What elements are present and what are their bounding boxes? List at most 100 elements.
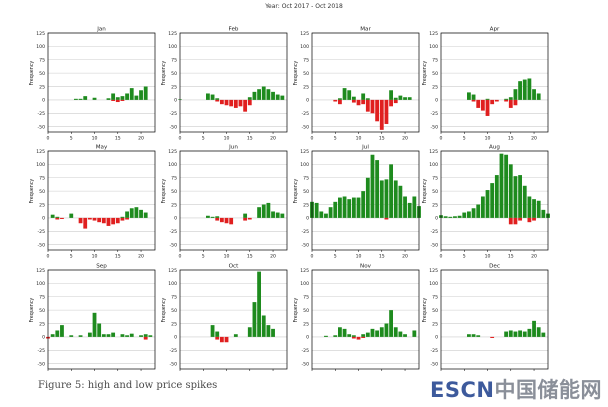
jun-bar-high-22 <box>280 213 285 218</box>
aug-bar-high-21 <box>536 200 541 218</box>
jun-ytick-label: 0 <box>174 216 177 222</box>
sep-bar-high-5 <box>69 335 74 337</box>
mar-xtick-label: 10 <box>356 136 362 142</box>
may-ytick-label: 125 <box>36 149 45 155</box>
mar-bar-high-21 <box>407 97 412 100</box>
jun-xtick-label: 20 <box>270 254 276 260</box>
aug-bar-high-10 <box>485 190 490 218</box>
jul-bar-high-11 <box>361 191 366 218</box>
jun-bar-low-15 <box>247 217 252 220</box>
jan-xtick-label: 20 <box>138 136 144 142</box>
mar-bar-high-19 <box>398 95 403 100</box>
aug-bar-high-4 <box>457 215 462 218</box>
jul-ytick-label: 100 <box>300 162 309 168</box>
may-bar-high-1 <box>50 214 55 218</box>
mar-ylabel: Frequency <box>293 61 299 86</box>
jul-ytick-label: -25 <box>301 229 309 235</box>
sep-bar-high-10 <box>92 312 97 337</box>
may-bar-high-17 <box>125 211 129 218</box>
feb-bar-low-9 <box>219 99 224 105</box>
aug-bar-high-15 <box>508 164 513 218</box>
sep-bar-low-21 <box>143 336 148 340</box>
dec-bar-high-8 <box>476 335 481 337</box>
sep-ytick-label: 75 <box>39 295 45 301</box>
mar-xtick-label: 0 <box>311 136 314 142</box>
mar-ytick-label: 75 <box>303 58 309 64</box>
jan-ylabel: Frequency <box>29 61 35 86</box>
dec-ytick-label: -50 <box>430 361 438 367</box>
aug-bar-high-12 <box>494 175 499 218</box>
jul-bar-high-13 <box>370 154 375 218</box>
oct-bar-high-7 <box>210 325 215 337</box>
may-ytick-label: 75 <box>39 176 45 182</box>
sep-ylabel: Frequency <box>29 298 35 323</box>
may-ytick-label: 100 <box>36 162 45 168</box>
jan-bar-low-15 <box>115 99 120 103</box>
apr-bar-high-16 <box>513 89 518 100</box>
watermark-latin: ESCN <box>430 378 495 402</box>
jul-xtick-label: 15 <box>379 254 385 260</box>
dec-bar-high-15 <box>508 330 513 337</box>
may-bar-low-2 <box>55 217 60 220</box>
nov-bar-high-18 <box>393 327 398 337</box>
mar-ytick-label: 25 <box>303 84 309 90</box>
may-ytick-label: -50 <box>37 242 45 248</box>
feb-bar-low-13 <box>238 99 243 107</box>
jan-bar-high-18 <box>129 88 134 100</box>
jun-bar-low-10 <box>224 217 229 224</box>
nov-title: Nov <box>360 264 372 270</box>
feb-ytick-label: 0 <box>174 98 177 104</box>
sep-bar-high-21 <box>143 334 148 337</box>
oct-bar-high-12 <box>233 334 238 337</box>
nov-bar-high-8 <box>347 334 352 337</box>
apr-bar-low-11 <box>490 99 495 105</box>
mar-ytick-label: 0 <box>306 98 309 104</box>
mar-bar-low-17 <box>389 99 393 107</box>
jan-bar-high-7 <box>78 98 83 100</box>
oct-bar-high-20 <box>271 328 275 337</box>
jun-bar-high-7 <box>210 216 215 218</box>
nov-bar-low-10 <box>356 336 361 340</box>
jan-bar-high-8 <box>83 96 88 100</box>
sep-bar-high-9 <box>87 332 92 337</box>
oct-ytick-label: -50 <box>169 361 177 367</box>
jun-ytick-label: 25 <box>171 202 177 208</box>
nov-axes-frame <box>311 269 420 370</box>
mar-bar-low-9 <box>351 99 356 103</box>
apr-bar-low-7 <box>471 99 476 102</box>
watermark-cjk: 中国储能网 <box>494 378 602 402</box>
feb-bar-high-15 <box>247 97 252 100</box>
jul-ytick-label: 50 <box>303 189 309 195</box>
feb-axes-frame <box>179 32 288 133</box>
jun-bar-high-20 <box>271 211 275 218</box>
apr-xtick-label: 0 <box>440 136 443 142</box>
jul-bar-high-7 <box>342 196 347 218</box>
mar-bar-low-11 <box>361 99 366 105</box>
aug-bar-low-16 <box>513 217 518 225</box>
aug-bar-low-20 <box>532 217 536 221</box>
oct-title: Oct <box>229 264 239 270</box>
nov-ytick-label: 25 <box>303 321 309 327</box>
may-bar-high-20 <box>139 209 143 218</box>
jan-ytick-label: 125 <box>36 31 45 37</box>
nov-bar-high-13 <box>370 328 375 337</box>
dec-ytick-label: 125 <box>429 268 438 274</box>
may-ytick-label: 25 <box>39 202 45 208</box>
dec-ytick-label: 100 <box>429 281 438 287</box>
apr-ytick-label: 25 <box>432 84 438 90</box>
feb-bar-low-11 <box>229 99 234 107</box>
nov-bar-high-22 <box>412 330 417 337</box>
aug-xtick-label: 20 <box>531 254 537 260</box>
may-bar-low-3 <box>60 217 64 219</box>
nov-ytick-label: -50 <box>301 361 309 367</box>
jul-bar-high-6 <box>338 197 342 218</box>
jul-axes-frame <box>311 150 420 251</box>
jul-bar-high-21 <box>407 202 412 218</box>
jul-ytick-label: 25 <box>303 202 309 208</box>
jul-bar-high-17 <box>389 164 393 218</box>
oct-ylabel: Frequency <box>161 298 167 323</box>
